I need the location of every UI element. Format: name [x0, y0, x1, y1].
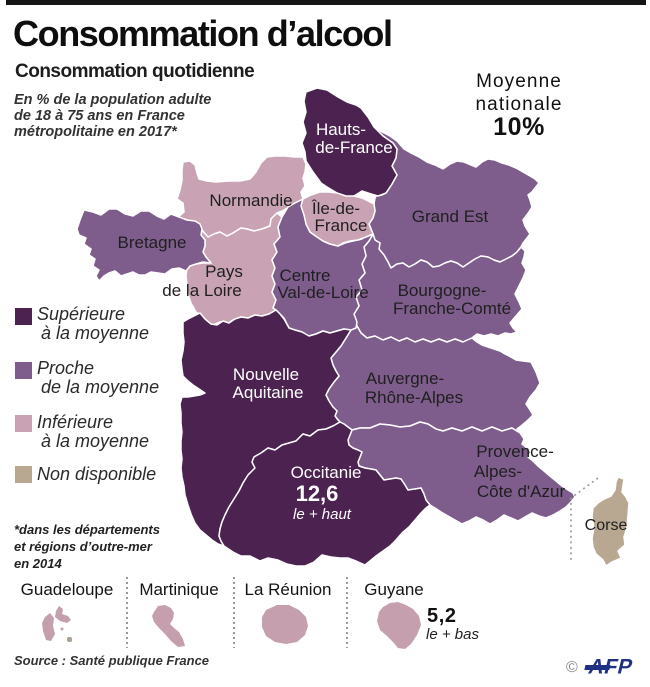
svg-text:Val-de-Loire: Val-de-Loire [277, 283, 368, 302]
svg-text:Aquitaine: Aquitaine [233, 383, 304, 402]
svg-text:France: France [315, 216, 368, 235]
svg-text:Alpes-: Alpes- [474, 462, 522, 481]
svg-text:Grand Est: Grand Est [412, 207, 489, 226]
svg-text:AFP: AFP [586, 655, 635, 679]
svg-text:Centre: Centre [279, 266, 330, 285]
svg-text:Pays: Pays [205, 262, 243, 281]
svg-text:Occitanie: Occitanie [291, 463, 362, 482]
svg-text:Nouvelle: Nouvelle [233, 365, 299, 384]
svg-text:de-France: de-France [315, 138, 392, 157]
svg-text:Franche-Comté: Franche-Comté [393, 299, 511, 318]
svg-text:de la Loire: de la Loire [162, 281, 241, 300]
svg-text:©: © [566, 659, 578, 676]
svg-text:Hauts-: Hauts- [316, 120, 366, 139]
svg-text:12,6: 12,6 [296, 481, 339, 506]
svg-text:le + haut: le + haut [293, 506, 352, 523]
svg-text:Bretagne: Bretagne [118, 233, 187, 252]
svg-text:Bourgogne-: Bourgogne- [398, 281, 487, 300]
svg-text:Provence-: Provence- [476, 442, 553, 461]
svg-text:Normandie: Normandie [209, 191, 292, 210]
svg-text:Rhône-Alpes: Rhône-Alpes [365, 388, 463, 407]
svg-text:Île-de-: Île-de- [311, 199, 360, 218]
svg-text:Auvergne-: Auvergne- [366, 369, 444, 388]
svg-text:Corse: Corse [585, 517, 628, 534]
svg-text:Côte d'Azur: Côte d'Azur [477, 482, 566, 501]
